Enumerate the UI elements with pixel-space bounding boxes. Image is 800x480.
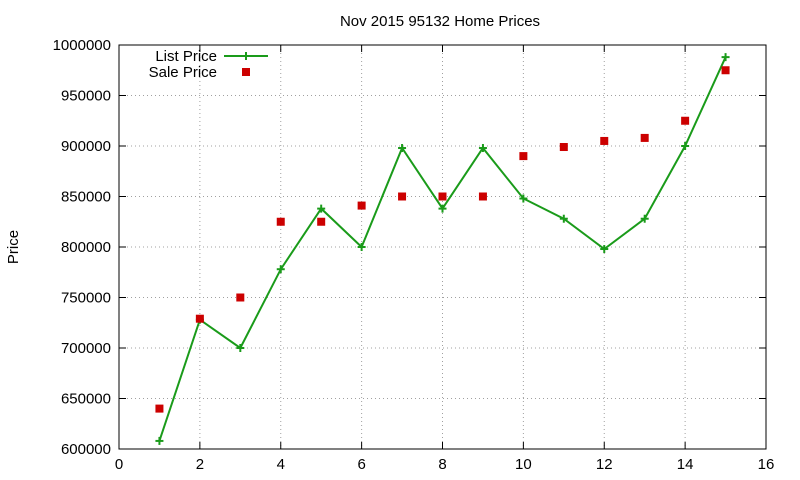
x-tick-label: 2 (196, 456, 204, 473)
data-point-list-price (721, 53, 730, 62)
data-point-list-price (438, 204, 447, 213)
data-point-sale-price (398, 192, 407, 201)
data-point-list-price (519, 194, 528, 203)
data-point-sale-price (236, 293, 245, 302)
data-point-list-price (317, 204, 326, 213)
data-point-list-price (236, 344, 245, 352)
data-point-sale-price (559, 143, 568, 152)
chart-title: Nov 2015 95132 Home Prices (340, 13, 540, 30)
data-point-sale-price (478, 192, 487, 201)
data-point-list-price (357, 243, 366, 251)
data-point-list-price (478, 144, 487, 153)
data-point-sale-price (317, 217, 326, 226)
legend-marker-list-price (242, 52, 250, 60)
data-point-list-price (559, 214, 568, 223)
grid (119, 45, 766, 449)
data-point-list-price (640, 214, 649, 223)
y-tick-label: 750000 (61, 290, 111, 307)
series (155, 53, 730, 445)
y-axis-label: Price (5, 230, 22, 264)
data-point-list-price (600, 245, 609, 254)
data-point-sale-price (519, 152, 528, 161)
data-point-sale-price (600, 136, 609, 145)
data-point-sale-price (155, 404, 164, 413)
y-tick-label: 600000 (61, 441, 111, 458)
y-tick-label: 650000 (61, 391, 111, 408)
data-point-sale-price (721, 66, 730, 75)
x-tick-label: 12 (596, 456, 613, 473)
x-tick-label: 6 (357, 456, 365, 473)
y-tick-label: 800000 (61, 239, 111, 256)
y-tick-label: 950000 (61, 88, 111, 105)
y-tick-label: 900000 (61, 138, 111, 155)
data-point-sale-price (195, 314, 204, 323)
data-point-sale-price (438, 192, 447, 201)
x-tick-label: 8 (438, 456, 446, 473)
x-tick-label: 16 (758, 456, 775, 473)
legend-label-list-price: List Price (155, 48, 217, 65)
y-tick-label: 850000 (61, 189, 111, 206)
data-point-list-price (276, 265, 285, 274)
legend: List Price Sale Price (149, 48, 268, 81)
data-point-sale-price (681, 116, 690, 125)
data-point-list-price (398, 144, 407, 153)
y-tick-label: 700000 (61, 340, 111, 357)
axes: 0 2 4 6 8 10 12 14 16 600000 650000 700000 750000 800… (53, 37, 775, 473)
data-point-sale-price (276, 217, 285, 226)
x-tick-label: 14 (677, 456, 694, 473)
legend-label-sale-price: Sale Price (149, 64, 217, 81)
data-point-sale-price (640, 133, 649, 142)
legend-marker-sale-price (242, 68, 250, 76)
data-point-list-price (681, 142, 690, 150)
x-tick-label: 4 (277, 456, 285, 473)
data-point-list-price (155, 436, 164, 445)
data-point-sale-price (357, 201, 366, 210)
y-tick-label: 1000000 (53, 37, 111, 54)
x-tick-label: 0 (115, 456, 123, 473)
x-tick-label: 10 (515, 456, 532, 473)
